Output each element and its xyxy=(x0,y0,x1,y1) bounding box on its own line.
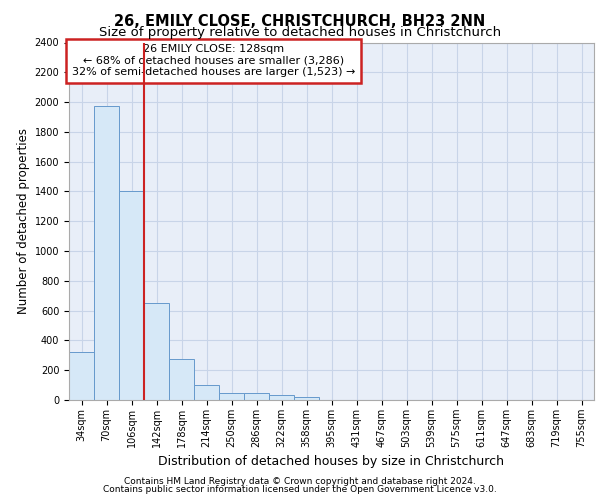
Bar xyxy=(169,359,194,400)
Bar xyxy=(269,395,294,400)
Bar xyxy=(94,106,119,400)
Text: Size of property relative to detached houses in Christchurch: Size of property relative to detached ho… xyxy=(99,26,501,39)
Text: 26, EMILY CLOSE, CHRISTCHURCH, BH23 2NN: 26, EMILY CLOSE, CHRISTCHURCH, BH23 2NN xyxy=(115,14,485,29)
Text: Contains HM Land Registry data © Crown copyright and database right 2024.: Contains HM Land Registry data © Crown c… xyxy=(124,477,476,486)
Text: Contains public sector information licensed under the Open Government Licence v3: Contains public sector information licen… xyxy=(103,485,497,494)
Bar xyxy=(69,352,94,400)
Text: 26 EMILY CLOSE: 128sqm
← 68% of detached houses are smaller (3,286)
32% of semi-: 26 EMILY CLOSE: 128sqm ← 68% of detached… xyxy=(71,44,355,78)
Bar xyxy=(244,394,269,400)
Y-axis label: Number of detached properties: Number of detached properties xyxy=(17,128,31,314)
X-axis label: Distribution of detached houses by size in Christchurch: Distribution of detached houses by size … xyxy=(158,456,505,468)
Bar xyxy=(194,385,219,400)
Bar xyxy=(294,397,319,400)
Bar xyxy=(219,392,244,400)
Bar xyxy=(144,303,169,400)
Bar xyxy=(119,192,144,400)
